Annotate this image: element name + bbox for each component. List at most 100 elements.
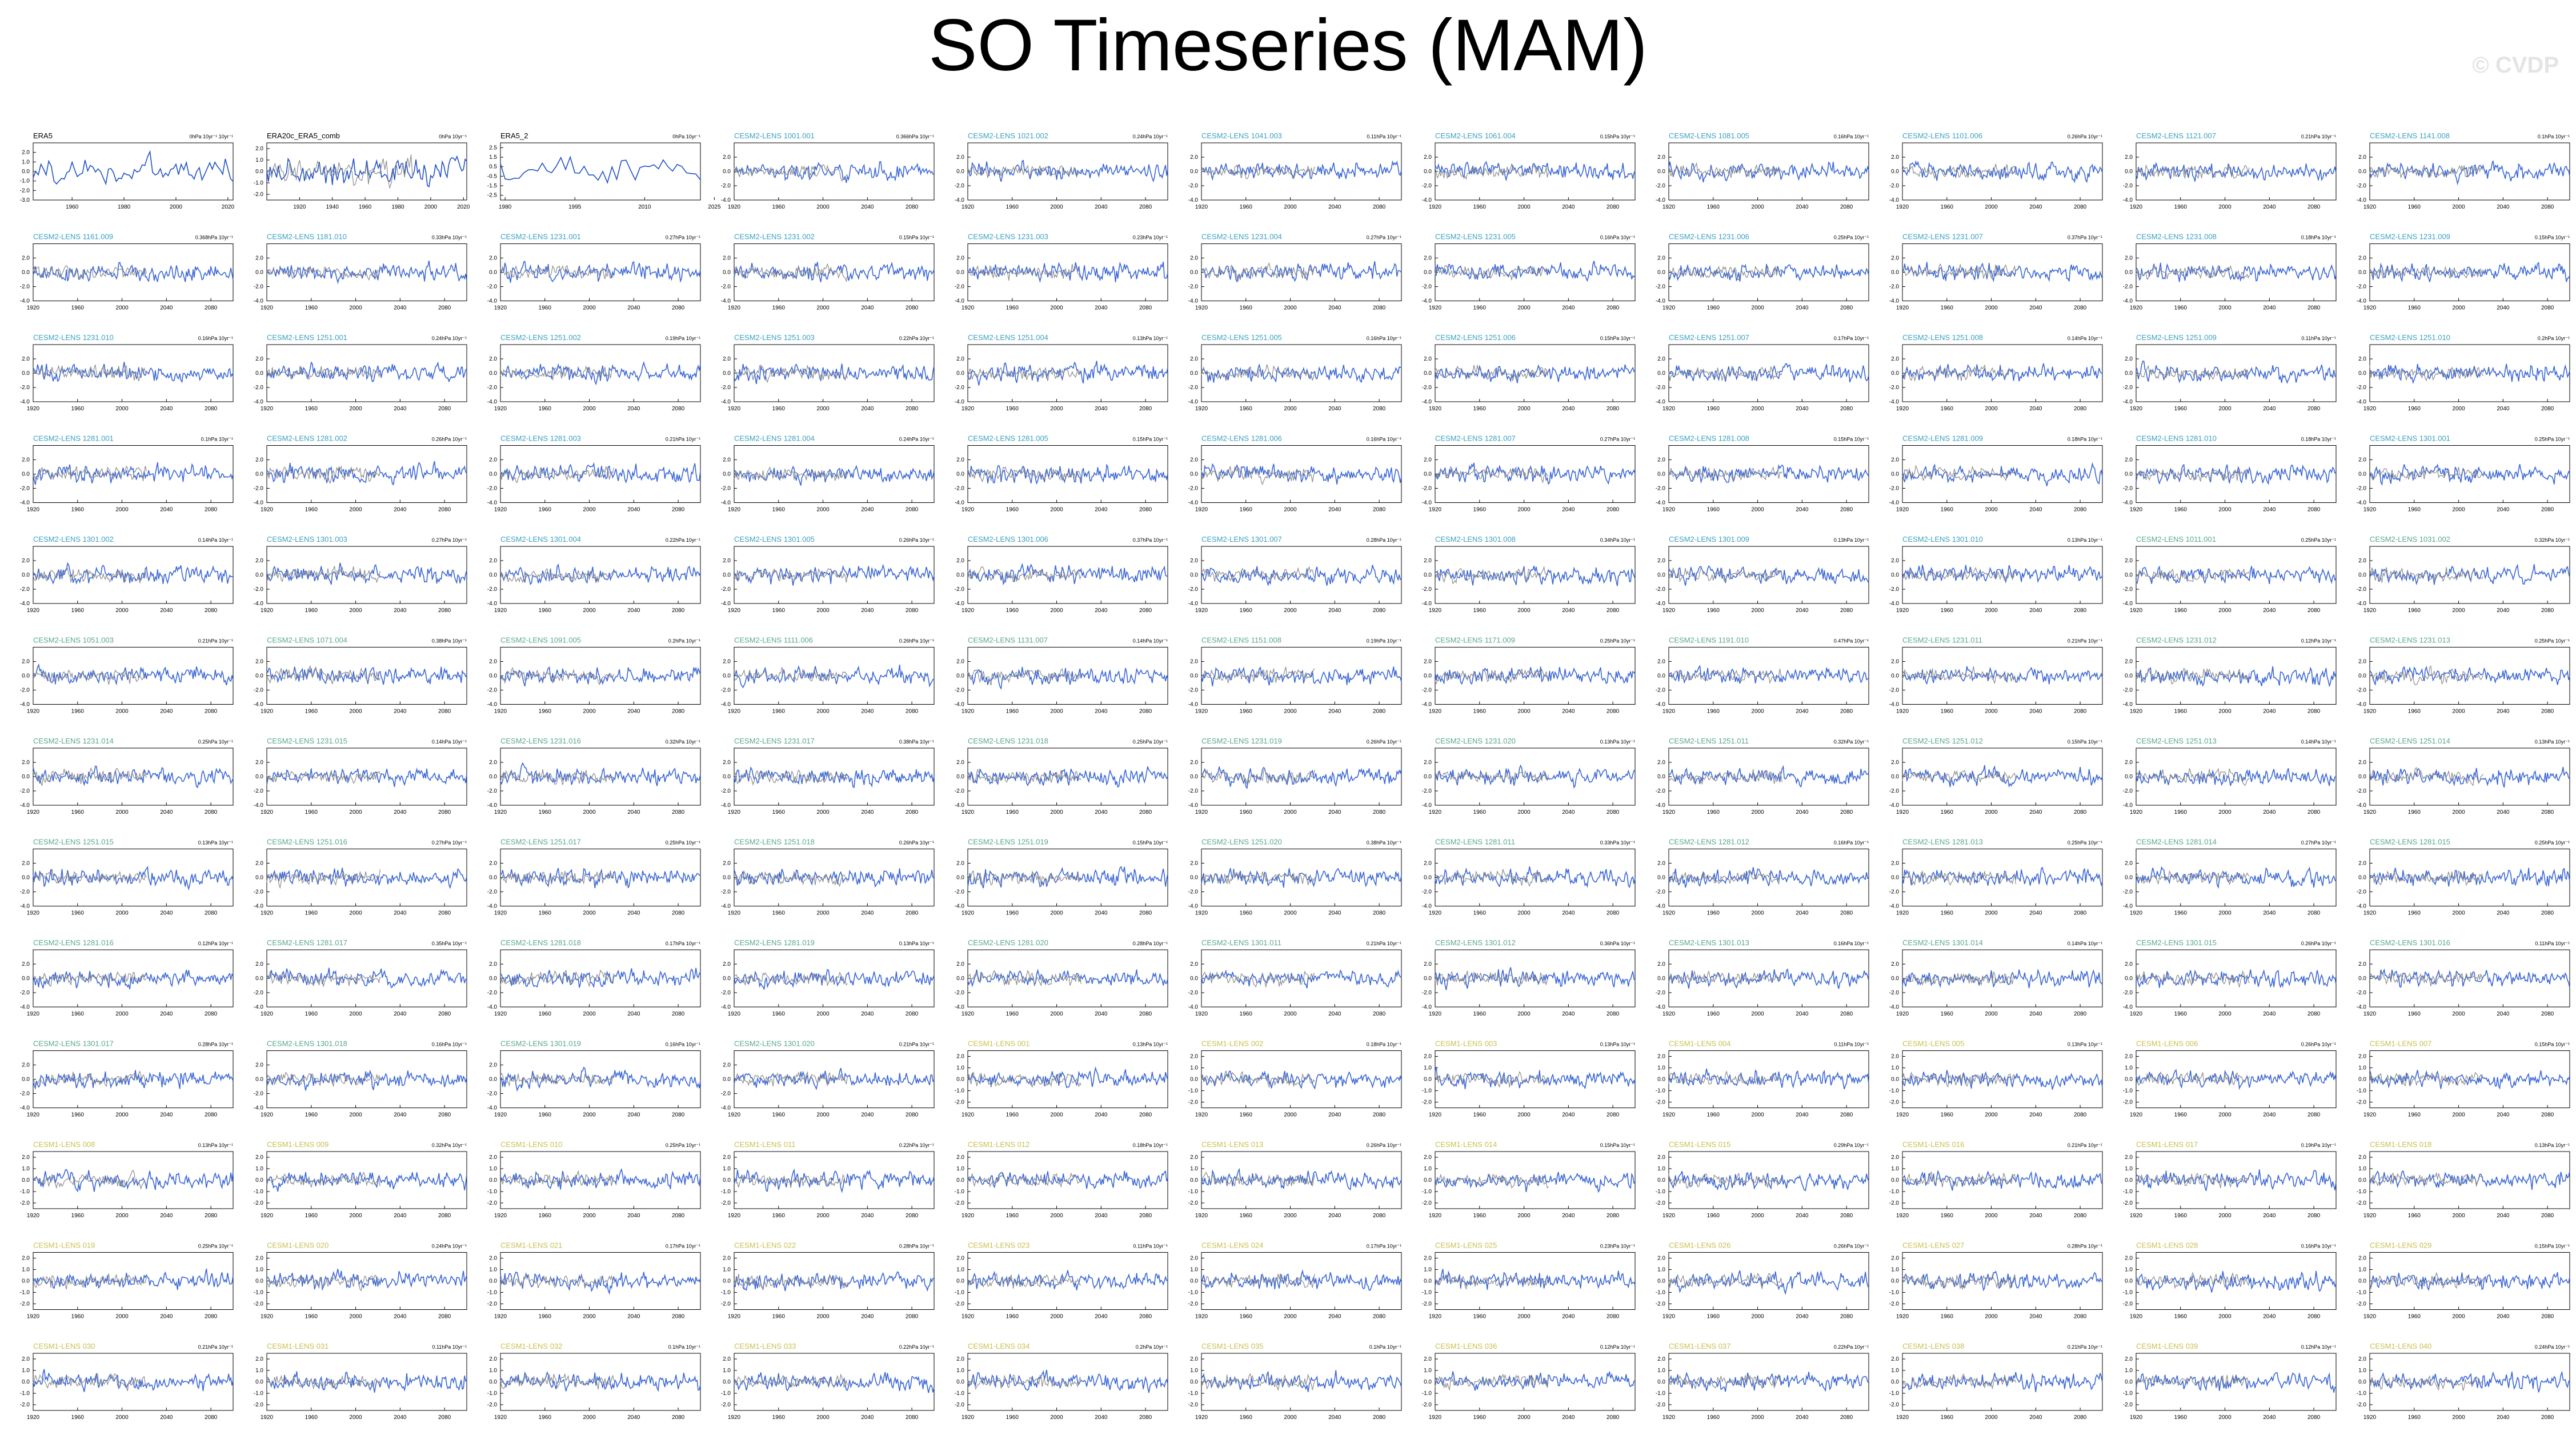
panel-trend: 0.26hPa 10yr⁻¹ xyxy=(432,437,467,442)
panel-title: CESM2-LENS 1251.019 xyxy=(968,838,1048,846)
panel: CESM1-LENS 012 0.18hPa 10yr⁻¹2.01.00.0-1.… xyxy=(955,1140,1168,1219)
x-tick-label: 1920 xyxy=(261,809,274,816)
panel-trend: 0.25hPa 10yr⁻¹ xyxy=(666,840,700,846)
x-tick-label: 2040 xyxy=(1095,1314,1108,1320)
series-line xyxy=(33,1268,234,1290)
panel: CESM2-LENS 1281.002 0.26hPa 10yr⁻¹2.00.0-… xyxy=(254,434,467,513)
panel-title: CESM1-LENS 025 xyxy=(1435,1241,1497,1250)
panel-trend: 0.12hPa 10yr⁻¹ xyxy=(2301,638,2336,644)
x-tick-label: 2080 xyxy=(1607,607,1620,614)
y-tick-label: 2.0 xyxy=(489,1154,497,1161)
y-tick-label: -4.0 xyxy=(721,500,731,506)
y-tick-label: -2.0 xyxy=(487,788,498,794)
x-tick-label: 2040 xyxy=(2263,1314,2276,1320)
y-tick-label: 2.0 xyxy=(2125,1154,2133,1161)
x-tick-label: 2080 xyxy=(2307,1112,2321,1118)
y-tick-label: -2.0 xyxy=(721,486,731,492)
x-tick-label: 2040 xyxy=(394,1314,407,1320)
x-tick-label: 1960 xyxy=(2174,910,2188,917)
y-tick-label: 0.0 xyxy=(489,875,497,881)
x-tick-label: 1920 xyxy=(1429,507,1442,513)
overlay-line xyxy=(734,870,848,888)
y-tick-label: -4.0 xyxy=(1188,298,1199,305)
panel-title: CESM2-LENS 1301.020 xyxy=(734,1040,815,1048)
panel: CESM2-LENS 1251.019 0.15hPa 10yr⁻¹2.00.0-… xyxy=(955,838,1168,917)
x-tick-label: 2000 xyxy=(816,709,830,715)
panel: CESM2-LENS 1231.019 0.26hPa 10yr⁻¹2.00.0-… xyxy=(1188,737,1402,816)
y-tick-label: -2.0 xyxy=(254,191,264,198)
y-tick-label: -4.0 xyxy=(955,500,965,506)
y-tick-label: 0.0 xyxy=(723,875,731,881)
panel: CESM1-LENS 007 0.15hPa 10yr⁻¹2.01.00.0-1.… xyxy=(2357,1040,2570,1118)
y-tick-label: 2.0 xyxy=(22,558,30,564)
x-tick-label: 1960 xyxy=(305,1213,318,1219)
x-tick-label: 2000 xyxy=(2452,406,2465,412)
series-line xyxy=(1668,1068,1869,1090)
x-tick-label: 2000 xyxy=(583,406,596,412)
series-line xyxy=(500,1066,701,1092)
series-line xyxy=(500,968,701,989)
x-tick-label: 1960 xyxy=(1941,709,1954,715)
panel-trend: 0.16hPa 10yr⁻¹ xyxy=(2301,1244,2336,1249)
x-tick-label: 1920 xyxy=(2130,1414,2143,1421)
x-tick-label: 1960 xyxy=(1473,910,1487,917)
x-tick-label: 1960 xyxy=(1240,1112,1253,1118)
y-tick-label: -2.0 xyxy=(1656,990,1666,996)
panel: CESM2-LENS 1301.019 0.16hPa 10yr⁻¹2.00.0-… xyxy=(487,1040,701,1118)
panel-trend: 0.23hPa 10yr⁻¹ xyxy=(1600,1244,1635,1249)
x-tick-label: 2040 xyxy=(2029,607,2042,614)
panel-title: CESM2-LENS 1061.004 xyxy=(1435,131,1516,140)
plot-frame xyxy=(734,949,935,1008)
y-tick-label: -2.0 xyxy=(1422,1200,1432,1206)
overlay-line xyxy=(1668,1070,1782,1086)
x-tick-label: 2040 xyxy=(1796,1112,1809,1118)
x-tick-label: 1960 xyxy=(772,406,786,412)
series-line xyxy=(266,261,467,285)
panel: CESM2-LENS 1231.008 0.18hPa 10yr⁻¹2.00.0-… xyxy=(2123,233,2337,311)
panel: CESM2-LENS 1281.019 0.13hPa 10yr⁻¹2.00.0-… xyxy=(721,938,935,1017)
panel-title: CESM1-LENS 030 xyxy=(33,1342,95,1350)
x-tick-label: 2040 xyxy=(1328,204,1341,210)
x-tick-label: 1960 xyxy=(71,1011,85,1017)
overlay-line xyxy=(266,770,380,784)
overlay-line xyxy=(33,669,147,685)
y-tick-label: -2.0 xyxy=(955,486,965,492)
y-tick-label: 2.0 xyxy=(489,760,497,766)
x-tick-label: 1960 xyxy=(2174,709,2188,715)
watermark: © CVDP xyxy=(2472,53,2559,78)
panel-trend: 0.27hPa 10yr⁻¹ xyxy=(432,537,467,543)
y-tick-label: 0.0 xyxy=(1891,673,1899,679)
panel: CESM2-LENS 1281.003 0.21hPa 10yr⁻¹2.00.0-… xyxy=(487,434,701,513)
x-tick-label: 2000 xyxy=(2452,709,2465,715)
x-tick-label: 1960 xyxy=(539,910,552,917)
y-tick-label: -4.0 xyxy=(2123,399,2133,405)
x-tick-label: 1960 xyxy=(2174,1112,2188,1118)
y-tick-label: -2.0 xyxy=(20,187,30,194)
x-tick-label: 1920 xyxy=(962,1011,975,1017)
x-tick-label: 2040 xyxy=(394,1414,407,1421)
series-line xyxy=(1435,462,1636,485)
x-tick-label: 1960 xyxy=(66,204,79,210)
x-tick-label: 2000 xyxy=(1284,406,1297,412)
y-tick-label: -1.0 xyxy=(1422,1390,1432,1397)
x-tick-label: 1920 xyxy=(1195,1314,1208,1320)
panel: CESM2-LENS 1281.016 0.12hPa 10yr⁻¹2.00.0-… xyxy=(20,938,234,1017)
y-tick-label: 0.0 xyxy=(1190,169,1198,175)
y-tick-label: -4.0 xyxy=(487,702,498,708)
y-tick-label: 0.0 xyxy=(723,370,731,377)
y-tick-label: 0.0 xyxy=(255,370,263,377)
y-tick-label: 1.0 xyxy=(1657,1065,1665,1072)
y-tick-label: -4.0 xyxy=(1889,702,1900,708)
y-tick-label: -4.0 xyxy=(1188,601,1199,607)
series-line xyxy=(1201,1269,1402,1291)
y-tick-label: 2.0 xyxy=(255,356,263,362)
x-tick-label: 1960 xyxy=(772,204,786,210)
y-tick-label: -1.0 xyxy=(2357,1189,2367,1195)
x-tick-label: 2040 xyxy=(160,1213,173,1219)
panel-title: CESM2-LENS 1231.016 xyxy=(500,737,581,745)
panel-title: CESM2-LENS 1141.008 xyxy=(2370,131,2450,140)
x-tick-label: 1960 xyxy=(1240,607,1253,614)
overlay-line xyxy=(2369,665,2483,685)
y-tick-label: 2.0 xyxy=(723,961,731,968)
y-tick-label: 2.0 xyxy=(2358,760,2366,766)
